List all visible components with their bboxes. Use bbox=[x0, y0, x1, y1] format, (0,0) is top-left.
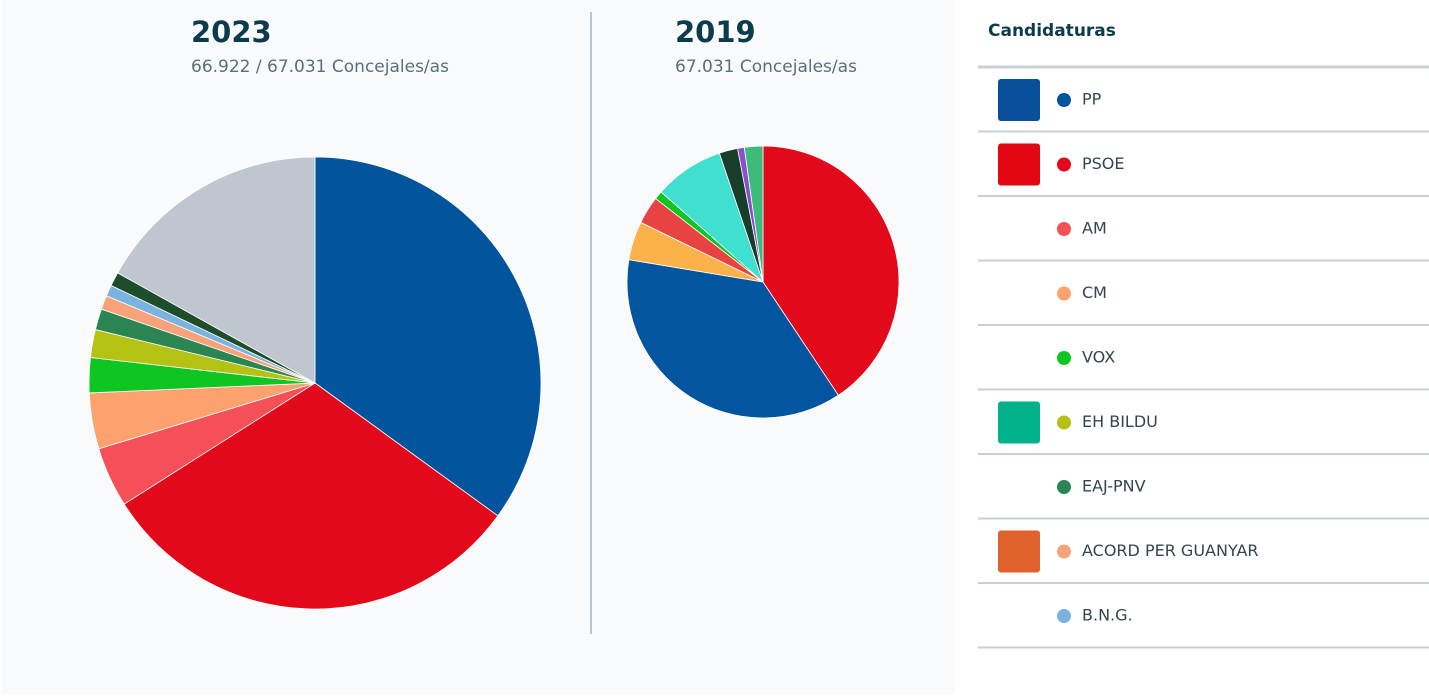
pie-slice bbox=[743, 145, 764, 283]
pie-slice bbox=[117, 156, 316, 384]
legend-dot bbox=[1057, 222, 1071, 236]
legend-dot bbox=[1057, 286, 1071, 301]
legend-label: AM bbox=[1082, 219, 1107, 238]
legend-dot bbox=[1057, 480, 1071, 494]
legend-label: EH BILDU bbox=[1082, 412, 1158, 431]
party-logo bbox=[998, 530, 1040, 573]
party-logo bbox=[998, 208, 1040, 250]
chart-subtitle: 67.031 Concejales/as bbox=[675, 57, 857, 77]
party-logo bbox=[998, 466, 1040, 508]
legend-dot bbox=[1057, 93, 1071, 107]
legend-title: Candidaturas bbox=[988, 21, 1116, 41]
legend-dot bbox=[1057, 351, 1071, 365]
legend-label: ACORD PER GUANYAR bbox=[1082, 541, 1259, 560]
party-logo bbox=[998, 595, 1040, 637]
pie-slice bbox=[123, 382, 499, 610]
legend-dot bbox=[1057, 544, 1071, 559]
party-logo bbox=[998, 337, 1040, 379]
legend-label: EAJ-PNV bbox=[1082, 477, 1146, 496]
chart-title: 2023 bbox=[191, 15, 272, 49]
legend-label: B.N.G. bbox=[1082, 606, 1133, 625]
pie-slice bbox=[314, 156, 542, 517]
legend-label: VOX bbox=[1082, 348, 1115, 367]
legend-label: CM bbox=[1082, 283, 1107, 302]
chart-title: 2019 bbox=[675, 15, 756, 49]
party-logo bbox=[998, 272, 1040, 315]
pie-slice bbox=[626, 259, 839, 419]
party-logo bbox=[998, 143, 1040, 186]
legend-dot bbox=[1057, 157, 1071, 172]
chart-subtitle: 66.922 / 67.031 Concejales/as bbox=[191, 57, 449, 77]
legend-label: PP bbox=[1082, 90, 1102, 109]
party-logo bbox=[998, 401, 1040, 444]
legend-label: PSOE bbox=[1082, 154, 1125, 173]
party-logo bbox=[998, 79, 1040, 121]
legend-dot bbox=[1057, 415, 1071, 430]
legend-dot bbox=[1057, 609, 1071, 623]
